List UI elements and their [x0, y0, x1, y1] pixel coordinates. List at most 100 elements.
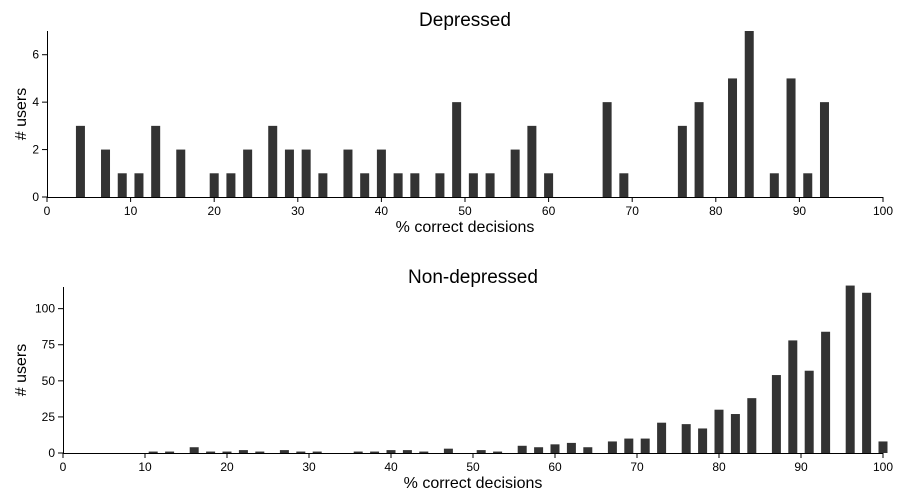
x-tick-label: 0 — [44, 204, 51, 218]
bar — [238, 450, 248, 453]
bar — [624, 438, 634, 453]
bar — [694, 102, 704, 197]
bar — [134, 173, 144, 197]
bar — [769, 173, 779, 197]
x-tick-label: 60 — [542, 204, 556, 218]
bar — [435, 173, 445, 197]
bar — [468, 173, 478, 197]
x-tick-label: 30 — [291, 204, 305, 218]
bar — [402, 450, 412, 453]
bar — [640, 438, 650, 453]
bar — [165, 451, 175, 453]
bar — [657, 422, 667, 453]
y-tick-label: 6 — [32, 48, 39, 62]
bar — [443, 448, 453, 453]
bar — [550, 444, 560, 453]
bar — [771, 375, 781, 453]
chart-title: Non-depressed — [408, 267, 538, 288]
x-tick-label: 10 — [124, 204, 138, 218]
x-tick-label: 80 — [709, 204, 723, 218]
x-tick-label: 40 — [375, 204, 389, 218]
x-tick-label: 70 — [626, 204, 640, 218]
bar — [730, 414, 740, 453]
bar — [862, 292, 872, 453]
bar — [222, 451, 232, 453]
bar — [279, 450, 289, 453]
bar — [226, 173, 236, 197]
y-tick-label: 0 — [32, 190, 39, 204]
bar — [284, 149, 294, 197]
bar — [268, 125, 278, 197]
bar — [117, 173, 127, 197]
bar — [410, 173, 420, 197]
x-tick-label: 100 — [873, 204, 893, 218]
bar — [419, 451, 429, 453]
bar — [583, 447, 593, 453]
bar — [148, 451, 158, 453]
bar — [312, 451, 322, 453]
bar — [189, 447, 199, 453]
bar — [566, 442, 576, 453]
x-tick-label: 90 — [793, 204, 807, 218]
x-ticks: 0 10 20 30 40 50 60 70 80 90 100 — [44, 197, 893, 218]
bar — [619, 173, 629, 197]
bar — [255, 451, 265, 453]
bar — [527, 125, 537, 197]
bar — [393, 173, 403, 197]
bar — [607, 441, 617, 453]
bar — [681, 424, 691, 453]
bar — [75, 125, 85, 197]
y-tick-label: 0 — [48, 446, 55, 460]
x-axis-label: % correct decisions — [404, 475, 543, 492]
x-tick-label: 20 — [208, 204, 222, 218]
bar — [296, 451, 306, 453]
bars — [148, 285, 888, 453]
y-ticks: 0 25 50 75 100 — [35, 302, 63, 460]
bar — [728, 78, 738, 197]
x-tick-label: 30 — [302, 460, 316, 474]
bar — [101, 149, 111, 197]
x-tick-label: 60 — [548, 460, 562, 474]
x-tick-label: 80 — [712, 460, 726, 474]
bar — [747, 398, 757, 453]
x-tick-label: 20 — [220, 460, 234, 474]
x-tick-label: 10 — [138, 460, 152, 474]
bar — [318, 173, 328, 197]
bar — [176, 149, 186, 197]
bar — [544, 173, 554, 197]
y-tick-label: 75 — [42, 338, 56, 352]
x-tick-label: 90 — [794, 460, 808, 474]
y-tick-label: 4 — [32, 95, 39, 109]
bar — [243, 149, 253, 197]
bar — [698, 428, 708, 453]
bar — [878, 441, 888, 453]
bar — [821, 331, 831, 453]
x-tick-label: 50 — [466, 460, 480, 474]
non-depressed-panel: Non-depressed # users % correct decision… — [13, 267, 893, 492]
y-tick-label: 25 — [42, 410, 56, 424]
y-axis-label: # users — [13, 344, 30, 396]
bar — [370, 451, 380, 453]
bar — [510, 149, 520, 197]
y-tick-label: 50 — [42, 374, 56, 388]
chart-title: Depressed — [419, 10, 511, 31]
y-tick-label: 100 — [35, 302, 55, 316]
y-ticks: 0 2 4 6 — [32, 48, 47, 204]
bar — [209, 173, 219, 197]
bar — [819, 102, 829, 197]
bar — [353, 451, 363, 453]
bar — [493, 451, 503, 453]
bar — [845, 285, 855, 453]
x-tick-label: 0 — [60, 460, 67, 474]
bar — [476, 450, 486, 453]
bar — [788, 340, 798, 453]
x-axis-label: % correct decisions — [396, 219, 535, 236]
y-axis-label: # users — [13, 88, 30, 140]
bar — [803, 173, 813, 197]
bar — [714, 409, 724, 453]
bar — [804, 370, 814, 453]
x-tick-label: 100 — [873, 460, 893, 474]
bar — [151, 125, 161, 197]
bar — [602, 102, 612, 197]
